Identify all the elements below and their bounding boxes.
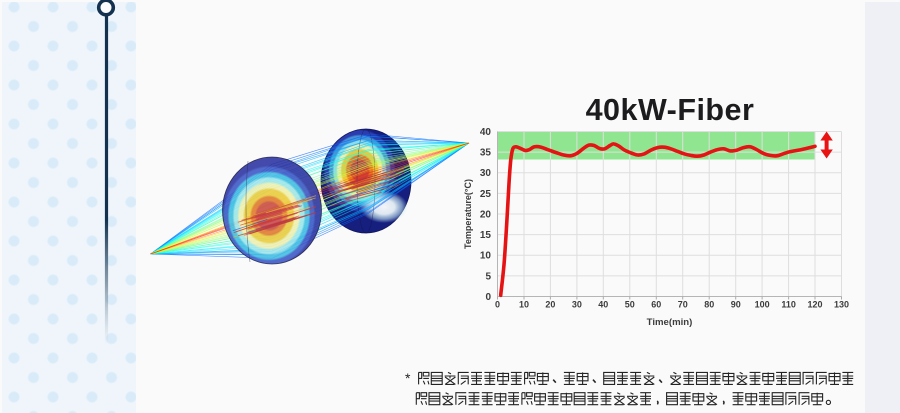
- svg-text:50: 50: [625, 300, 635, 310]
- svg-text:120: 120: [807, 300, 822, 310]
- svg-text:70: 70: [678, 300, 688, 310]
- svg-text:20: 20: [480, 209, 492, 220]
- svg-text:Temperature(°C): Temperature(°C): [463, 179, 473, 249]
- svg-text:10: 10: [480, 251, 492, 262]
- svg-text:35: 35: [480, 148, 492, 159]
- svg-text:25: 25: [480, 189, 492, 200]
- svg-text:*: *: [405, 370, 411, 386]
- svg-text:130: 130: [834, 300, 849, 310]
- svg-text:15: 15: [480, 230, 492, 241]
- svg-text:30: 30: [480, 168, 492, 179]
- svg-text:40: 40: [598, 300, 608, 310]
- svg-text:60: 60: [651, 300, 661, 310]
- svg-text:30: 30: [572, 300, 582, 310]
- svg-text:5: 5: [485, 271, 491, 282]
- svg-text:Time(min): Time(min): [647, 317, 693, 328]
- svg-text:40kW-Fiber: 40kW-Fiber: [586, 93, 755, 127]
- svg-text:110: 110: [781, 300, 796, 310]
- svg-text:40: 40: [480, 127, 492, 138]
- svg-text:10: 10: [519, 300, 529, 310]
- svg-text:90: 90: [731, 300, 741, 310]
- svg-text:0: 0: [485, 292, 491, 303]
- svg-text:100: 100: [755, 300, 770, 310]
- svg-text:20: 20: [545, 300, 555, 310]
- svg-text:80: 80: [704, 300, 714, 310]
- svg-text:0: 0: [495, 300, 500, 310]
